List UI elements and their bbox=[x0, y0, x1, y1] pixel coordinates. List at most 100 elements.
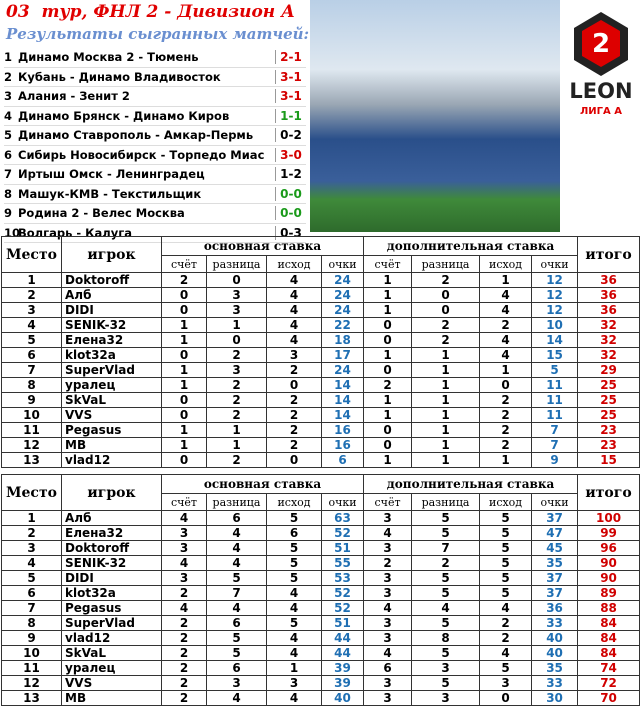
cell: 5 bbox=[266, 510, 322, 526]
standings-table: Место игрок основная ставка дополнительная … bbox=[1, 474, 640, 706]
cell: 3 bbox=[363, 690, 413, 706]
cell: 0 bbox=[479, 690, 533, 706]
cell: 3 bbox=[206, 302, 267, 318]
player-row: 9 vlad12 2 5 4 44 3 8 2 40 84 bbox=[1, 630, 640, 646]
player-name: SkVaL bbox=[61, 392, 162, 408]
player-name: SENIK-32 bbox=[61, 317, 162, 333]
cell: 6 bbox=[1, 585, 62, 601]
player-row: 2 Елена32 3 4 6 52 4 5 5 47 99 bbox=[1, 525, 640, 541]
cell: 2 bbox=[266, 392, 322, 408]
cell: 4 bbox=[206, 690, 267, 706]
match-teams: Кубань - Динамо Владивосток bbox=[18, 69, 221, 84]
cell: 36 bbox=[577, 287, 640, 303]
match-number: 5 bbox=[4, 128, 13, 143]
cell: 5 bbox=[479, 585, 533, 601]
header-section: 03 тур, ФНЛ 2 - Дивизион А Результаты сы… bbox=[0, 0, 640, 243]
cell: 4 bbox=[479, 332, 533, 348]
cell: 5 bbox=[411, 585, 481, 601]
player-row: 12 MB 1 1 2 16 0 1 2 7 23 bbox=[1, 437, 640, 453]
cell: 3 bbox=[206, 287, 267, 303]
header-row: Место игрок основная ставка дополнительная … bbox=[1, 474, 640, 511]
cell: 1 bbox=[206, 437, 267, 453]
cell: 1 bbox=[411, 392, 481, 408]
cell: 2 bbox=[266, 437, 322, 453]
cell: 0 bbox=[161, 392, 207, 408]
cell: 11 bbox=[1, 660, 62, 676]
column-subheader: очки bbox=[531, 255, 579, 273]
title: 03 тур, ФНЛ 2 - Дивизион А bbox=[6, 2, 295, 22]
cell: 6 bbox=[1, 347, 62, 363]
match-number: 6 bbox=[4, 147, 13, 162]
cell: 6 bbox=[363, 660, 413, 676]
cell: 2 bbox=[206, 407, 267, 423]
player-row: 13 MB 2 4 4 40 3 3 0 30 70 bbox=[1, 690, 640, 706]
cell: 16 bbox=[320, 437, 365, 453]
cell: 5 bbox=[206, 570, 267, 586]
player-name: уралец bbox=[61, 660, 162, 676]
column-header: основная ставка bbox=[160, 474, 365, 494]
cell: 45 bbox=[531, 540, 579, 556]
cell: 14 bbox=[531, 332, 579, 348]
player-row: 10 SkVaL 2 5 4 44 4 5 4 40 84 bbox=[1, 645, 640, 661]
stadium-photo bbox=[310, 0, 560, 232]
cell: 3 bbox=[363, 510, 413, 526]
cell: 4 bbox=[363, 525, 413, 541]
cell: 4 bbox=[479, 302, 533, 318]
match-number: 1 bbox=[4, 50, 13, 65]
player-row: 7 SuperVlad 1 3 2 24 0 1 1 5 29 bbox=[1, 362, 640, 378]
player-name: уралец bbox=[61, 377, 162, 393]
player-name: SuperVlad bbox=[61, 615, 162, 631]
match-row: 4 Динамо Брянск - Динамо Киров 1-1 bbox=[4, 107, 306, 126]
cell: 1 bbox=[161, 377, 207, 393]
cell: 4 bbox=[479, 347, 533, 363]
cell: 1 bbox=[161, 422, 207, 438]
cell: 35 bbox=[531, 555, 579, 571]
match-score: 3-0 bbox=[275, 147, 306, 162]
cell: 24 bbox=[320, 272, 365, 288]
cell: 1 bbox=[479, 452, 533, 468]
cell: 5 bbox=[479, 540, 533, 556]
cell: 0 bbox=[363, 362, 413, 378]
cell: 7 bbox=[1, 362, 62, 378]
player-row: 8 уралец 1 2 0 14 2 1 0 11 25 bbox=[1, 377, 640, 393]
column-subheader: исход bbox=[266, 493, 322, 511]
match-teams: Родина 2 - Велес Москва bbox=[18, 206, 185, 221]
player-row: 13 vlad12 0 2 0 6 1 1 1 9 15 bbox=[1, 452, 640, 468]
cell: 2 bbox=[161, 630, 207, 646]
player-name: MB bbox=[61, 690, 162, 706]
cell: 8 bbox=[411, 630, 481, 646]
player-row: 11 Pegasus 1 1 2 16 0 1 2 7 23 bbox=[1, 422, 640, 438]
cell: 2 bbox=[363, 377, 413, 393]
cell: 0 bbox=[363, 317, 413, 333]
cell: 1 bbox=[363, 347, 413, 363]
cell: 7 bbox=[531, 437, 579, 453]
match-score: 0-2 bbox=[275, 128, 306, 143]
cell: 39 bbox=[320, 660, 365, 676]
cell: 52 bbox=[320, 585, 365, 601]
cell: 12 bbox=[531, 302, 579, 318]
cell: 47 bbox=[531, 525, 579, 541]
cell: 2 bbox=[479, 437, 533, 453]
cell: 84 bbox=[577, 615, 640, 631]
player-name: Елена32 bbox=[61, 332, 162, 348]
logo-league: ЛИГА А bbox=[580, 106, 622, 117]
cell: 2 bbox=[411, 317, 481, 333]
column-subheader: исход bbox=[266, 255, 322, 273]
cell: 6 bbox=[320, 452, 365, 468]
cell: 2 bbox=[363, 555, 413, 571]
cell: 9 bbox=[531, 452, 579, 468]
match-row: 7 Иртыш Омск - Ленинградец 1-2 bbox=[4, 165, 306, 185]
player-name: SuperVlad bbox=[61, 362, 162, 378]
player-name: klot32a bbox=[61, 585, 162, 601]
match-row: 2 Кубань - Динамо Владивосток 3-1 bbox=[4, 68, 306, 87]
cell: 1 bbox=[411, 362, 481, 378]
standings-table: Место игрок основная ставка дополнительная … bbox=[1, 236, 640, 468]
cell: 23 bbox=[577, 437, 640, 453]
cell: 1 bbox=[411, 422, 481, 438]
cell: 15 bbox=[531, 347, 579, 363]
match-row: 8 Машук-КМВ - Текстильщик 0-0 bbox=[4, 185, 306, 204]
cell: 36 bbox=[577, 272, 640, 288]
cell: 3 bbox=[363, 585, 413, 601]
cell: 4 bbox=[161, 555, 207, 571]
cell: 4 bbox=[266, 585, 322, 601]
